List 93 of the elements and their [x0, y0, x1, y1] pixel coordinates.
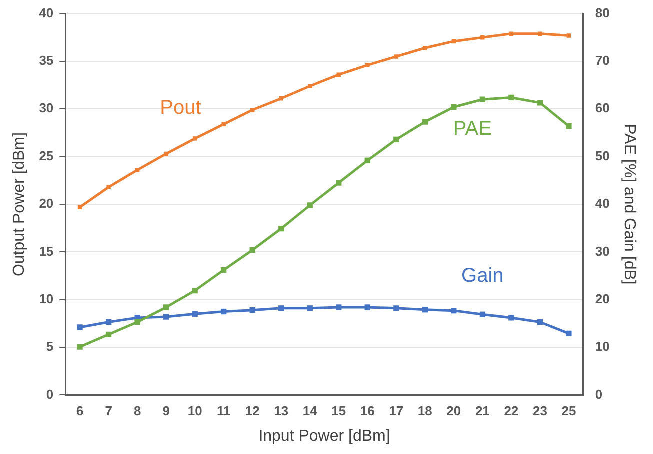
y2-tick-label: 50 — [595, 148, 610, 164]
point — [364, 304, 370, 310]
point — [164, 152, 168, 156]
series-label: Pout — [160, 96, 202, 119]
point — [250, 308, 256, 314]
y2-tick-label: 70 — [595, 53, 610, 68]
x-tick-label: 25 — [562, 404, 576, 419]
point — [508, 315, 514, 321]
point — [192, 288, 198, 294]
point — [423, 46, 428, 50]
point — [509, 32, 514, 36]
x-axis-title: Input Power [dBm] — [258, 428, 390, 445]
x-tick-label: 14 — [302, 404, 318, 419]
x-tick-label: 11 — [216, 404, 231, 419]
point — [508, 94, 514, 101]
point — [566, 330, 572, 337]
point — [308, 84, 312, 88]
point — [222, 122, 226, 127]
x-tick-label: 16 — [360, 404, 375, 419]
x-tick-label: 17 — [389, 404, 404, 419]
point — [394, 136, 400, 142]
point — [422, 119, 428, 125]
x-tick-label: 20 — [446, 404, 462, 419]
point — [566, 123, 572, 130]
y-tick-label: 35 — [39, 53, 54, 68]
point — [77, 344, 83, 350]
point — [394, 54, 399, 59]
point — [163, 314, 170, 320]
point — [78, 205, 82, 210]
point — [192, 136, 198, 141]
x-tick-label: 18 — [418, 404, 432, 419]
y2-tick-label: 40 — [595, 196, 610, 212]
point — [163, 304, 170, 310]
point — [566, 34, 572, 38]
y-axis-title: Output Power [dBm] — [11, 132, 28, 277]
y2-tick-label: 0 — [595, 386, 603, 402]
point — [480, 312, 486, 318]
y-tick-label: 10 — [39, 291, 54, 306]
series-label: Gain — [462, 265, 504, 288]
y2-tick-label: 60 — [595, 100, 610, 116]
point — [77, 324, 83, 330]
x-tick-label: 9 — [162, 404, 170, 419]
x-tick-label: 6 — [76, 404, 84, 419]
y2-axis-title: PAE [%] and Gain [dB] — [620, 124, 638, 285]
y-tick-label: 40 — [39, 5, 54, 20]
y-tick-label: 5 — [46, 339, 54, 354]
point — [278, 226, 284, 232]
y2-tick-label: 80 — [595, 5, 610, 20]
x-tick-label: 7 — [105, 404, 112, 419]
point — [221, 267, 227, 274]
point — [366, 63, 370, 68]
y-tick-label: 0 — [46, 386, 54, 402]
x-tick-label: 10 — [188, 404, 202, 419]
y2-tick-label: 10 — [595, 339, 610, 354]
point — [336, 72, 341, 77]
x-tick-label: 8 — [134, 404, 142, 419]
y2-tick-label: 30 — [595, 244, 610, 259]
point — [537, 100, 544, 106]
x-tick-label: 15 — [332, 404, 346, 419]
point — [537, 319, 544, 326]
x-tick-label: 12 — [245, 404, 260, 419]
point — [221, 308, 227, 315]
point — [106, 332, 112, 338]
point — [106, 185, 111, 190]
point — [480, 96, 486, 102]
y-tick-label: 25 — [39, 148, 54, 164]
point — [336, 304, 342, 310]
y-tick-label: 15 — [39, 244, 54, 259]
point — [106, 319, 112, 326]
y2-tick-label: 20 — [595, 291, 610, 306]
x-tick-label: 23 — [532, 404, 548, 419]
point — [394, 306, 400, 312]
point — [192, 311, 198, 317]
y-tick-label: 20 — [39, 196, 54, 212]
point — [480, 36, 485, 40]
point — [307, 306, 313, 312]
point — [250, 247, 256, 254]
point — [538, 32, 542, 36]
point — [364, 158, 370, 164]
point — [134, 319, 140, 326]
point — [278, 306, 284, 312]
y-tick-label: 30 — [39, 100, 54, 116]
series-label: PAE — [453, 118, 492, 140]
point — [135, 168, 140, 172]
point — [422, 307, 428, 313]
point — [451, 308, 457, 314]
x-tick-label: 21 — [475, 404, 490, 419]
x-tick-label: 22 — [504, 404, 519, 419]
point — [451, 104, 457, 110]
point — [307, 202, 313, 208]
x-tick-label: 13 — [274, 404, 289, 419]
point — [279, 96, 284, 101]
point — [336, 180, 342, 186]
